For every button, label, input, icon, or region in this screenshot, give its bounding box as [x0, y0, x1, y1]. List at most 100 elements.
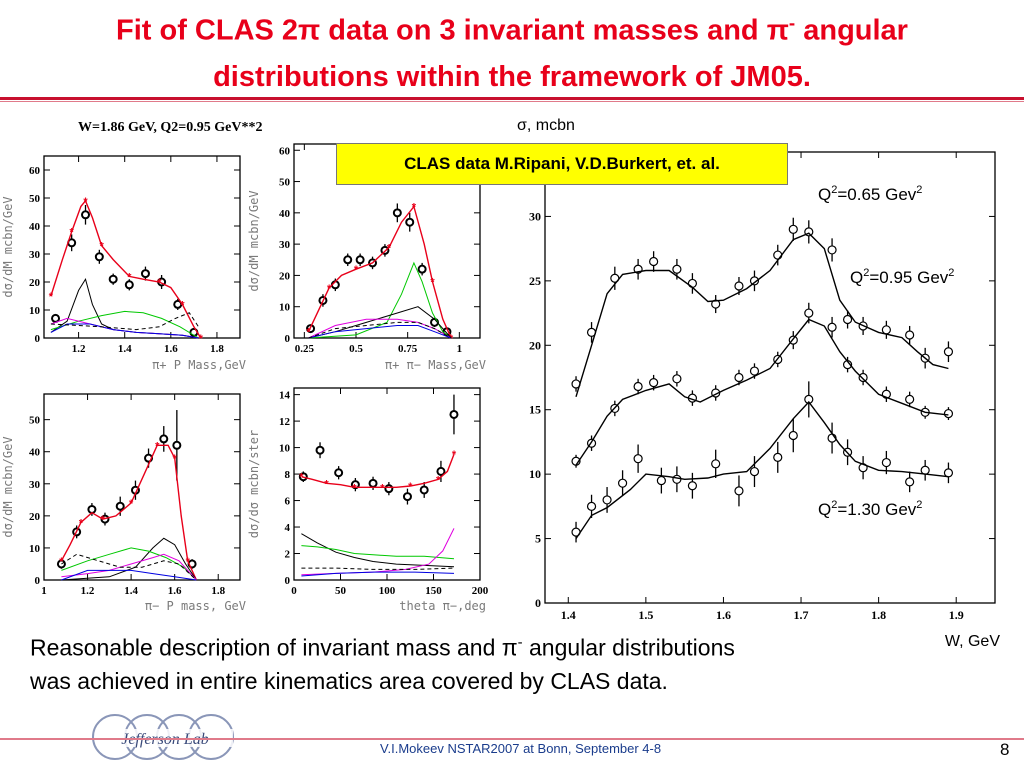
data-point — [602, 495, 612, 505]
plot-frame — [43, 393, 241, 581]
data-point — [94, 252, 104, 262]
fit-marker: * — [387, 242, 392, 254]
x-tick-label: 1.7 — [794, 608, 809, 622]
data-point — [773, 250, 783, 260]
data-point — [804, 308, 814, 318]
x-tick-label: 1.8 — [211, 585, 225, 597]
fit-curve — [301, 453, 455, 488]
data-point — [804, 394, 814, 405]
plot-frame — [544, 151, 996, 604]
data-point — [827, 322, 837, 332]
x-axis-label: theta π−,deg — [399, 599, 486, 613]
data-point — [649, 378, 659, 388]
y-axis-label: dσ/dM mcbn/GeV — [1, 196, 15, 297]
data-point — [827, 245, 837, 255]
x-tick-label: 1.2 — [72, 343, 86, 355]
conclusion-line-1-a: Reasonable description of invariant mass… — [30, 634, 518, 661]
x-tick-label: 1.6 — [716, 608, 731, 622]
fit-marker: * — [127, 271, 132, 283]
x-axis-label: π+ P Mass,GeV — [152, 358, 246, 372]
footer-text: V.I.Mokeev NSTAR2007 at Bonn, September … — [380, 741, 662, 756]
data-point — [858, 372, 868, 383]
fit-marker: * — [129, 498, 134, 510]
data-point — [124, 280, 134, 290]
data-point — [749, 276, 760, 286]
fit-marker: * — [408, 481, 413, 493]
data-point — [586, 501, 597, 511]
y-tick-label: 50 — [279, 177, 291, 189]
component-curve — [308, 325, 452, 339]
data-point — [711, 299, 721, 309]
fit-marker: * — [79, 517, 84, 529]
component-curve — [61, 547, 197, 581]
y-tick-label: 8 — [285, 469, 291, 481]
fit-marker: * — [352, 482, 357, 494]
x-axis-label: W, GeV — [945, 633, 1000, 650]
x-tick-label: 1.8 — [210, 343, 224, 355]
chart-top-left: 0 10 20 30 40 50 60 1.2 1.4 1.6 1.8 dσ/dM mcbn/GeV π… — [1, 155, 246, 372]
annotation-text: =0.95 Gev — [869, 268, 948, 287]
data-point — [334, 468, 344, 478]
page-number: 8 — [1000, 740, 1010, 759]
data-point — [436, 466, 446, 476]
component-curve — [308, 321, 452, 339]
jefferson-lab-logo: Jefferson Lab — [75, 714, 255, 760]
data-point — [392, 208, 402, 218]
fit-marker: * — [324, 478, 329, 490]
data-point — [711, 459, 721, 469]
x-tick-label: 1.8 — [871, 608, 886, 622]
y-tick-label: 14 — [279, 390, 291, 402]
data-point — [115, 501, 125, 511]
fit-marker: * — [430, 277, 435, 289]
y-tick-label: 60 — [29, 165, 41, 177]
plot-frame — [43, 155, 241, 339]
y-tick-label: 0 — [285, 575, 291, 587]
x-tick-label: 50 — [335, 585, 347, 597]
fit-curve — [575, 232, 949, 398]
y-tick-label: 30 — [529, 209, 541, 223]
fit-marker: * — [180, 299, 185, 311]
y-axis-label: dσ/dσ mcbn/ster — [247, 430, 261, 538]
data-point — [881, 457, 891, 468]
data-point — [749, 366, 760, 376]
data-point — [920, 465, 930, 475]
data-point — [687, 278, 698, 289]
data-point — [449, 409, 459, 419]
title-line-2: distributions within the framework of JM… — [213, 60, 811, 93]
y-tick-label: 5 — [535, 532, 541, 546]
component-curve — [50, 312, 199, 331]
annotation-superscript: 2 — [916, 184, 922, 196]
data-point — [419, 485, 429, 495]
data-point — [649, 256, 659, 267]
data-point — [405, 217, 415, 227]
y-tick-label: 40 — [29, 447, 41, 459]
fit-curve — [60, 444, 198, 581]
x-tick-label: 0.75 — [398, 343, 418, 355]
data-point — [617, 478, 628, 488]
y-tick-label: 6 — [285, 496, 291, 508]
fit-marker: * — [380, 482, 385, 494]
y-tick-label: 4 — [285, 522, 291, 534]
y-tick-label: 30 — [29, 479, 41, 491]
data-point — [672, 264, 682, 274]
y-tick-label: 10 — [279, 443, 291, 455]
title-divider-thin — [0, 101, 1024, 102]
fit-marker: * — [100, 241, 105, 253]
y-axis-label: dσ/dM mcbn/GeV — [247, 190, 261, 291]
chart-title: σ, mcbn — [517, 117, 575, 134]
fit-curve — [307, 205, 452, 339]
data-point — [905, 477, 915, 487]
y-tick-label: 0 — [285, 333, 291, 345]
y-tick-label: 40 — [279, 208, 291, 220]
conclusion-line-1-b: angular distributions — [522, 634, 735, 661]
fit-marker: * — [199, 333, 204, 345]
y-tick-label: 20 — [29, 511, 41, 523]
x-tick-label: 1 — [457, 343, 463, 355]
fit-marker: * — [436, 474, 441, 486]
data-point — [943, 347, 954, 357]
chart-bottom-left: 0 10 20 30 40 50 1 1.2 1.4 1.6 1.8 dσ/dM mcbn/GeV π−… — [1, 393, 246, 613]
component-curve — [61, 553, 197, 581]
slide-title: Fit of CLAS 2π data on 3 invariant masse… — [0, 0, 1024, 100]
data-point — [905, 330, 915, 340]
x-tick-label: 1.5 — [638, 608, 653, 622]
